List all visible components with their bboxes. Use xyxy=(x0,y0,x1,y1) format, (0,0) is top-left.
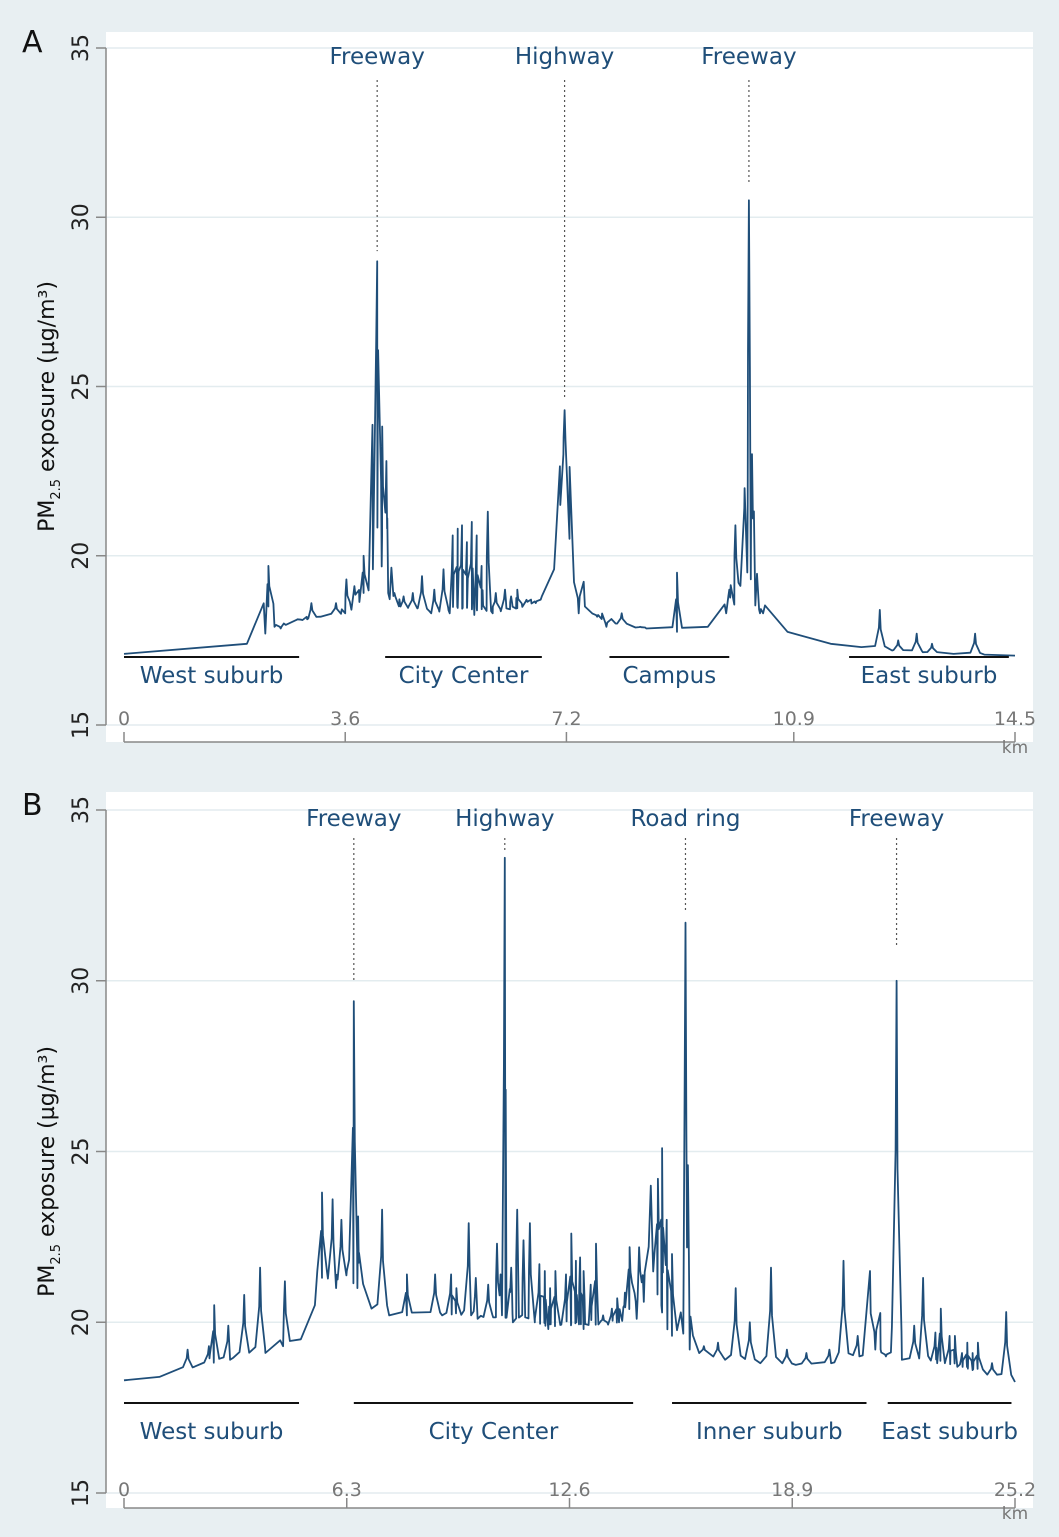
y-axis-title-rest: exposure (µg/m³) xyxy=(35,281,60,479)
panel-label: A xyxy=(22,25,43,60)
y-axis-title-rest: exposure (µg/m³) xyxy=(35,1046,60,1244)
x-tick-label: 18.9 xyxy=(771,1479,813,1501)
zone-label: East suburb xyxy=(861,663,998,689)
plot-area xyxy=(106,792,1033,1508)
y-tick-label: 25 xyxy=(69,373,94,401)
x-unit-label: km xyxy=(1002,738,1028,758)
y-axis-title-subscript: 2.5 xyxy=(49,479,64,500)
y-tick-label: 25 xyxy=(69,1138,94,1166)
pm25-series-line xyxy=(123,856,1016,1383)
x-tick-label: 10.9 xyxy=(773,708,815,730)
zone-label: West suburb xyxy=(140,663,284,689)
x-tick-label: 0 xyxy=(118,1479,130,1501)
road-marker-label: Freeway xyxy=(701,44,796,70)
x-tick-label: 25.2 xyxy=(994,1479,1036,1501)
panel-label: B xyxy=(22,788,43,823)
y-tick-label: 30 xyxy=(69,203,94,231)
panel-a: 15 20 25 30 35 PM2.5 exposure (µg/m³) A 0 3.6 7.2… xyxy=(22,25,1036,758)
zone-label: City Center xyxy=(429,1419,559,1445)
road-marker-label: Freeway xyxy=(330,44,425,70)
x-tick-label: 6.3 xyxy=(332,1479,362,1501)
y-axis-title-main: PM xyxy=(35,1265,60,1297)
road-marker-label: Highway xyxy=(515,44,614,70)
y-tick-label: 35 xyxy=(69,34,94,62)
y-tick-label: 15 xyxy=(69,1479,94,1507)
road-marker-label: Freeway xyxy=(849,806,944,832)
y-tick-label: 20 xyxy=(69,1308,94,1336)
x-unit-label: km xyxy=(1002,1504,1028,1524)
x-tick-label: 14.5 xyxy=(994,708,1036,730)
panel-b: 15 20 25 30 35 PM2.5 exposure (µg/m³) B 0 6.3 12.… xyxy=(22,788,1036,1524)
y-tick-label: 20 xyxy=(69,542,94,570)
y-axis-title-main: PM xyxy=(35,500,60,532)
zone-label: West suburb xyxy=(140,1419,284,1445)
x-tick-label: 12.6 xyxy=(548,1479,590,1501)
road-marker-label: Road ring xyxy=(630,806,740,832)
pm25-series-line xyxy=(123,199,1016,657)
zone-label: City Center xyxy=(399,663,529,689)
zone-label: East suburb xyxy=(881,1419,1018,1445)
zone-label: Campus xyxy=(622,663,716,689)
zone-label: Inner suburb xyxy=(696,1419,843,1445)
road-marker-label: Highway xyxy=(455,806,554,832)
y-tick-label: 35 xyxy=(69,796,94,824)
y-axis-title: PM2.5 exposure (µg/m³) xyxy=(35,281,64,532)
x-tick-label: 0 xyxy=(118,708,130,730)
y-tick-label: 30 xyxy=(69,967,94,995)
y-tick-label: 15 xyxy=(69,711,94,739)
road-marker-label: Freeway xyxy=(306,806,401,832)
x-tick-label: 7.2 xyxy=(551,708,581,730)
y-axis-title: PM2.5 exposure (µg/m³) xyxy=(35,1046,64,1297)
y-axis-title-subscript: 2.5 xyxy=(49,1244,64,1265)
x-tick-label: 3.6 xyxy=(330,708,360,730)
